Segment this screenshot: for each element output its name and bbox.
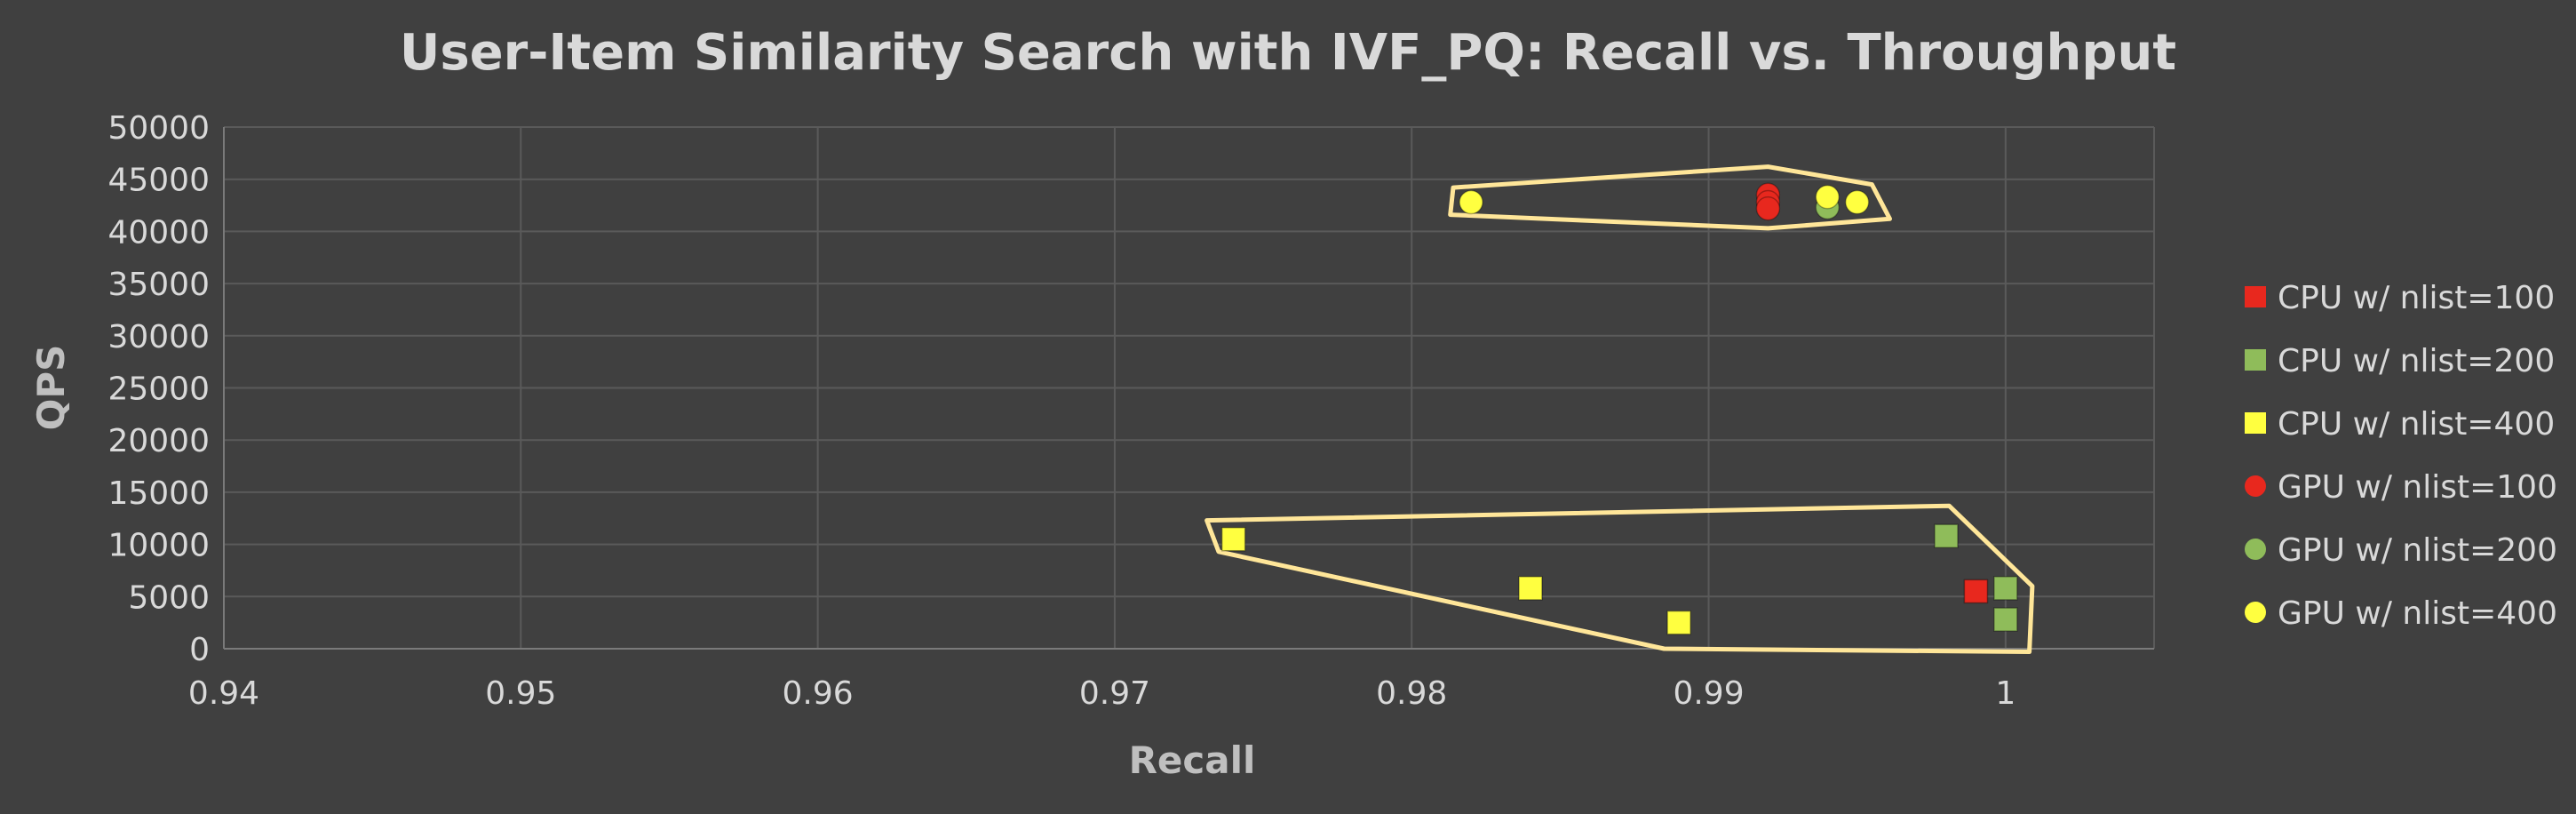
point-cpu-w-nlist-200 bbox=[1934, 523, 1959, 548]
point-cpu-w-nlist-400 bbox=[1666, 610, 1691, 635]
legend-label: GPU w/ nlist=200 bbox=[2278, 532, 2557, 569]
x-tick-label: 0.96 bbox=[783, 675, 854, 712]
legend-label: GPU w/ nlist=100 bbox=[2278, 469, 2557, 506]
chart-title: User-Item Similarity Search with IVF_PQ:… bbox=[400, 24, 2176, 82]
annotation-outlines bbox=[1205, 164, 2035, 654]
point-gpu-w-nlist-100 bbox=[1755, 196, 1781, 221]
y-tick-label: 45000 bbox=[107, 163, 210, 199]
x-tick-label: 1 bbox=[1995, 675, 2015, 712]
x-tick-labels: 0.94 0.95 0.96 0.97 0.98 0.99 1 bbox=[188, 675, 2015, 712]
x-tick-label: 0.97 bbox=[1079, 675, 1150, 712]
y-tick-labels: 0 5000 10000 15000 20000 25000 30000 35000 40000… bbox=[107, 110, 210, 668]
legend-label: GPU w/ nlist=400 bbox=[2278, 595, 2557, 632]
data-points bbox=[1220, 182, 2018, 635]
legend: CPU w/ nlist=100 CPU w/ nlist=200 CPU w/ n… bbox=[2245, 280, 2557, 632]
legend-label: CPU w/ nlist=200 bbox=[2278, 343, 2555, 379]
point-cpu-w-nlist-400 bbox=[1518, 576, 1543, 601]
y-tick-label: 30000 bbox=[107, 319, 210, 355]
legend-marker bbox=[2245, 602, 2266, 623]
x-tick-label: 0.99 bbox=[1673, 675, 1744, 712]
legend-marker bbox=[2245, 539, 2266, 560]
point-cpu-w-nlist-200 bbox=[1993, 607, 2018, 632]
y-tick-label: 40000 bbox=[107, 214, 210, 251]
point-cpu-w-nlist-400 bbox=[1220, 526, 1246, 552]
y-tick-label: 0 bbox=[189, 632, 210, 668]
x-tick-label: 0.95 bbox=[485, 675, 556, 712]
legend-marker bbox=[2245, 349, 2266, 371]
y-tick-label: 50000 bbox=[107, 110, 210, 147]
y-tick-label: 35000 bbox=[107, 267, 210, 303]
legend-label: CPU w/ nlist=400 bbox=[2278, 406, 2555, 443]
legend-marker bbox=[2245, 475, 2266, 497]
point-gpu-w-nlist-400 bbox=[1815, 184, 1841, 210]
y-tick-label: 15000 bbox=[107, 475, 210, 512]
point-cpu-w-nlist-100 bbox=[1963, 579, 1989, 604]
x-tick-label: 0.94 bbox=[188, 675, 259, 712]
y-tick-label: 10000 bbox=[107, 528, 210, 564]
point-gpu-w-nlist-400 bbox=[1459, 189, 1483, 215]
y-tick-label: 25000 bbox=[107, 371, 210, 408]
point-cpu-w-nlist-200 bbox=[1993, 576, 2018, 601]
x-tick-label: 0.98 bbox=[1376, 675, 1447, 712]
y-tick-label: 5000 bbox=[128, 579, 210, 616]
x-axis-title: Recall bbox=[1129, 738, 1256, 782]
legend-marker bbox=[2245, 286, 2266, 307]
legend-label: CPU w/ nlist=100 bbox=[2278, 280, 2555, 316]
y-tick-label: 20000 bbox=[107, 423, 210, 459]
y-axis-title: QPS bbox=[29, 345, 73, 431]
point-gpu-w-nlist-400 bbox=[1844, 189, 1870, 215]
grid-lines bbox=[224, 126, 2155, 649]
legend-marker bbox=[2245, 412, 2266, 434]
annotation-outline bbox=[1448, 164, 1892, 231]
annotation-outline bbox=[1205, 503, 2035, 654]
